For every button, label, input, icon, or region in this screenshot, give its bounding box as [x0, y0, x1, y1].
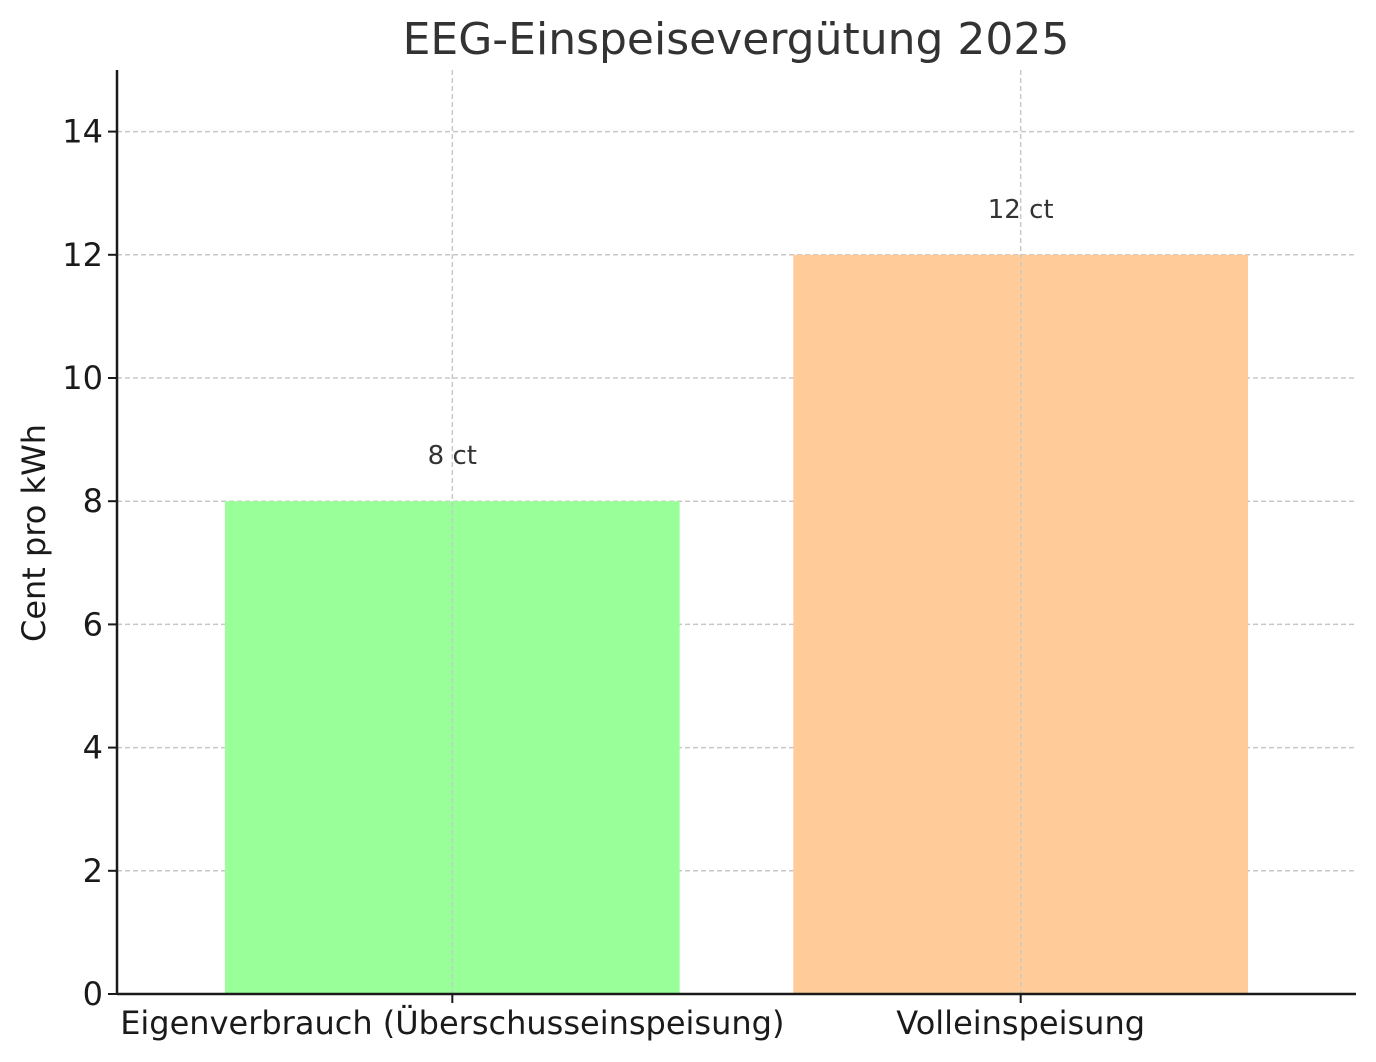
y-tick-label: 12 — [62, 236, 103, 274]
y-tick-label: 2 — [83, 852, 103, 890]
x-category-label-1: Eigenverbrauch (Überschusseinspeisung) — [120, 1004, 784, 1042]
y-tick-label: 4 — [83, 729, 103, 767]
y-tick-label: 6 — [83, 605, 103, 643]
y-tick-label: 10 — [62, 359, 103, 397]
y-tick-label: 8 — [83, 482, 103, 520]
data-label-2: 12 ct — [988, 195, 1054, 225]
x-category-label-2: Volleinspeisung — [896, 1004, 1145, 1042]
y-tick-label: 14 — [62, 113, 103, 151]
axes — [108, 70, 1356, 1003]
data-label-1: 8 ct — [428, 441, 477, 471]
y-axis-label: Cent pro kWh — [15, 424, 53, 642]
y-tick-label: 0 — [83, 975, 103, 1013]
labels: 0 2 4 6 8 10 12 14 8 ct Eigenverbrauch (Überschus… — [62, 113, 1145, 1042]
chart-title: EEG-Einspeisevergütung 2025 — [403, 14, 1070, 65]
vertical-grid-lines — [451, 70, 1022, 994]
